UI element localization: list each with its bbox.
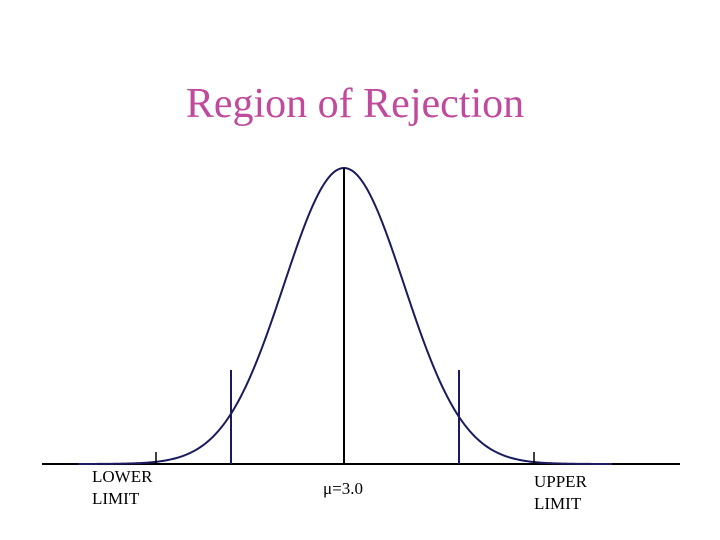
upper-limit-line2: LIMIT	[534, 494, 582, 513]
mean-label: μ=3.0	[323, 479, 363, 498]
lower-limit-label: LOWER LIMIT	[92, 466, 152, 510]
lower-limit-line1: LOWER	[92, 467, 153, 486]
lower-limit-line2: LIMIT	[92, 489, 140, 508]
diagram-title: Region of Rejection	[185, 81, 525, 127]
upper-limit-line1: UPPER	[534, 472, 587, 491]
upper-limit-label: UPPER LIMIT	[534, 471, 587, 515]
